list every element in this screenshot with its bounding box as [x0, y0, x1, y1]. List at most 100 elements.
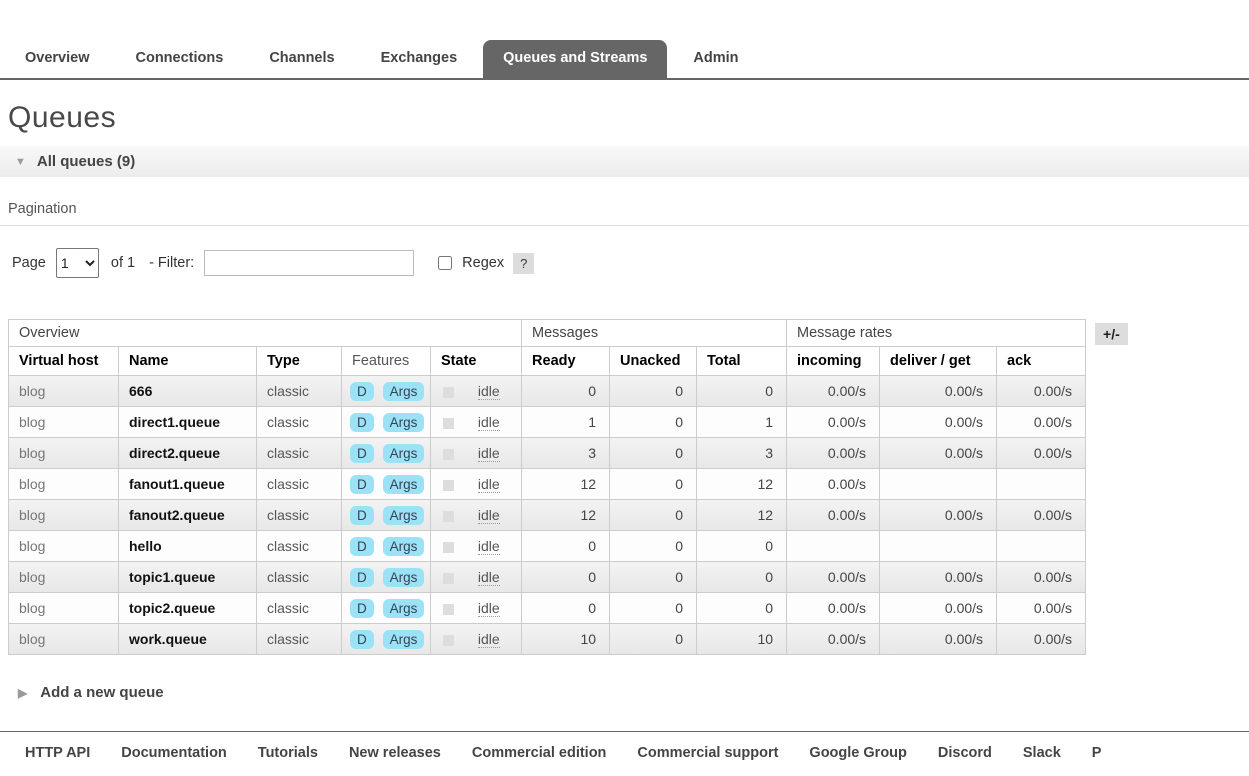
table-column-header[interactable]: Name — [118, 346, 257, 376]
cell-unacked: 0 — [609, 437, 698, 469]
durable-badge[interactable]: D — [350, 567, 374, 587]
all-queues-section-toggle[interactable]: ▼ All queues (9) — [0, 146, 1249, 177]
arguments-badge[interactable]: Args — [382, 536, 425, 556]
cell-deliver-get: 0.00/s — [879, 437, 998, 469]
cell-total: 0 — [696, 375, 788, 407]
footer-link[interactable]: New releases — [348, 745, 441, 761]
nav-tab[interactable]: Admin — [693, 50, 739, 66]
table-column-header[interactable]: Features — [341, 346, 431, 376]
chevron-down-icon: ▼ — [15, 155, 26, 168]
state-text: idle — [477, 476, 500, 493]
cell-features: D Args — [341, 499, 431, 531]
arguments-badge[interactable]: Args — [382, 567, 425, 587]
add-queue-section-toggle[interactable]: ▶ Add a new queue — [18, 684, 1241, 701]
cell-incoming: 0.00/s — [786, 468, 881, 500]
cell-queue-type: classic — [256, 375, 342, 407]
footer-link[interactable]: HTTP API — [25, 745, 91, 761]
cell-ready: 3 — [521, 437, 611, 469]
page-select[interactable]: 1 — [55, 248, 99, 278]
main-navigation: Overview Connections Channels Exchanges … — [0, 16, 1249, 80]
arguments-badge[interactable]: Args — [382, 474, 425, 494]
cell-state: idle — [429, 375, 523, 407]
arguments-badge[interactable]: Args — [382, 443, 425, 463]
footer-link[interactable]: Discord — [937, 745, 992, 761]
footer-links: HTTP API Documentation Tutorials New rel… — [0, 731, 1249, 761]
cell-queue-type: classic — [256, 406, 342, 438]
footer-link[interactable]: Tutorials — [257, 745, 318, 761]
cell-virtual-host: blog — [8, 437, 119, 469]
cell-deliver-get: 0.00/s — [879, 592, 998, 624]
nav-tab[interactable]: Overview — [25, 50, 90, 66]
table-column-header[interactable]: incoming — [786, 346, 881, 376]
table-column-header-row: Virtual host Name Type Features State Re… — [8, 346, 1087, 376]
table-column-header[interactable]: Virtual host — [8, 346, 119, 376]
cell-deliver-get: 0.00/s — [879, 623, 998, 655]
queue-table-row: blog fanout1.queue classic D Args idle 1… — [8, 468, 1087, 500]
queue-table-row: blog direct1.queue classic D Args idle 1… — [8, 406, 1087, 438]
cell-queue-name[interactable]: topic1.queue — [118, 561, 257, 593]
arguments-badge[interactable]: Args — [382, 598, 425, 618]
nav-tab[interactable]: Queues and Streams — [483, 40, 668, 78]
cell-queue-type: classic — [256, 499, 342, 531]
regex-checkbox[interactable] — [438, 256, 453, 270]
arguments-badge[interactable]: Args — [382, 629, 425, 649]
table-column-header[interactable]: deliver / get — [879, 346, 998, 376]
cell-incoming: 0.00/s — [786, 499, 881, 531]
cell-queue-name[interactable]: direct2.queue — [118, 437, 257, 469]
cell-incoming: 0.00/s — [786, 406, 881, 438]
footer-link[interactable]: Documentation — [121, 745, 227, 761]
cell-queue-name[interactable]: fanout2.queue — [118, 499, 257, 531]
cell-ready: 0 — [521, 530, 611, 562]
cell-queue-name[interactable]: topic2.queue — [118, 592, 257, 624]
cell-features: D Args — [341, 406, 431, 438]
cell-state: idle — [429, 592, 523, 624]
cell-queue-name[interactable]: fanout1.queue — [118, 468, 257, 500]
table-column-header[interactable]: Type — [256, 346, 342, 376]
durable-badge[interactable]: D — [350, 443, 374, 463]
durable-badge[interactable]: D — [350, 505, 374, 525]
table-column-header[interactable]: Total — [696, 346, 788, 376]
nav-tab[interactable]: Channels — [269, 50, 335, 66]
state-text: idle — [477, 507, 500, 524]
cell-queue-name[interactable]: work.queue — [118, 623, 257, 655]
durable-badge[interactable]: D — [350, 474, 374, 494]
footer-link[interactable]: P — [1091, 745, 1102, 761]
cell-total: 0 — [696, 592, 788, 624]
durable-badge[interactable]: D — [350, 412, 374, 432]
cell-queue-name[interactable]: direct1.queue — [118, 406, 257, 438]
cell-queue-type: classic — [256, 530, 342, 562]
arguments-badge[interactable]: Args — [382, 381, 425, 401]
cell-deliver-get: 0.00/s — [879, 499, 998, 531]
queue-table-row: blog hello classic D Args idle 0 0 0 — [8, 530, 1087, 562]
queues-table: Overview Messages Message rates Virtual … — [7, 319, 1087, 655]
table-column-header[interactable]: ack — [996, 346, 1087, 376]
durable-badge[interactable]: D — [350, 536, 374, 556]
nav-tab[interactable]: Connections — [135, 50, 224, 66]
cell-queue-type: classic — [256, 468, 342, 500]
footer-link[interactable]: Commercial edition — [471, 745, 607, 761]
cell-queue-name[interactable]: hello — [118, 530, 257, 562]
arguments-badge[interactable]: Args — [382, 505, 425, 525]
cell-ack: 0.00/s — [996, 623, 1087, 655]
durable-badge[interactable]: D — [350, 598, 374, 618]
state-indicator-icon — [443, 386, 454, 398]
footer-link[interactable]: Google Group — [809, 745, 907, 761]
table-column-header[interactable]: Ready — [521, 346, 611, 376]
pagination-divider — [0, 225, 1249, 226]
footer-link[interactable]: Slack — [1022, 745, 1061, 761]
nav-tab[interactable]: Exchanges — [380, 50, 458, 66]
queues-table-body: blog 666 classic D Args idle 0 0 0 0.00/… — [8, 375, 1087, 655]
footer-link[interactable]: Commercial support — [637, 745, 779, 761]
durable-badge[interactable]: D — [350, 629, 374, 649]
cell-unacked: 0 — [609, 561, 698, 593]
filter-input[interactable] — [204, 250, 415, 276]
cell-queue-name[interactable]: 666 — [118, 375, 257, 407]
cell-ready: 10 — [521, 623, 611, 655]
state-text: idle — [477, 414, 500, 431]
column-toggle-button[interactable]: +/- — [1095, 323, 1128, 345]
regex-help-button[interactable]: ? — [513, 252, 535, 274]
table-column-header[interactable]: Unacked — [609, 346, 698, 376]
arguments-badge[interactable]: Args — [382, 412, 425, 432]
table-column-header[interactable]: State — [429, 346, 523, 376]
durable-badge[interactable]: D — [350, 381, 374, 401]
